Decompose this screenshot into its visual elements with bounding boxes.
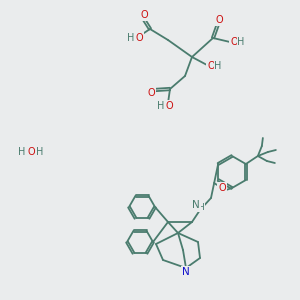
Text: N: N <box>192 200 200 210</box>
Text: O: O <box>147 88 155 98</box>
Text: H: H <box>36 147 44 157</box>
Text: O: O <box>27 147 35 157</box>
Text: H: H <box>214 61 222 71</box>
Text: H: H <box>157 101 165 111</box>
Text: H: H <box>127 33 135 43</box>
Text: O: O <box>140 10 148 20</box>
Text: O: O <box>135 33 143 43</box>
Text: O: O <box>230 37 238 47</box>
Text: N: N <box>182 267 190 277</box>
Text: H: H <box>18 147 26 157</box>
Text: O: O <box>207 61 215 71</box>
Text: H: H <box>237 37 245 47</box>
Text: H: H <box>198 202 204 211</box>
Text: O: O <box>215 15 223 25</box>
Text: O: O <box>218 183 226 193</box>
Text: O: O <box>165 101 173 111</box>
